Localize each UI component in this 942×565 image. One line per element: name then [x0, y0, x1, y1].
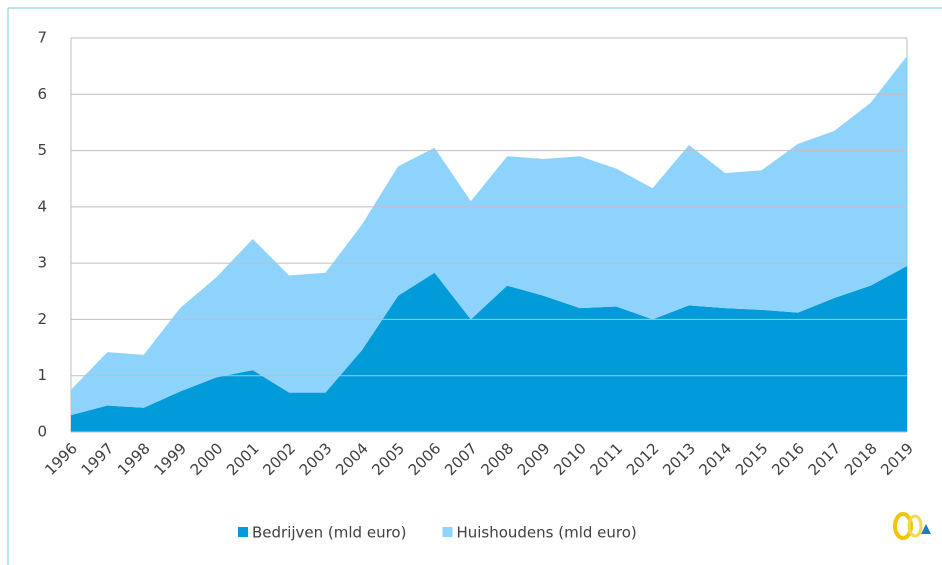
- x-tick-label: 2001: [223, 439, 263, 479]
- x-tick-label: 2007: [441, 439, 481, 479]
- x-tick-label: 2008: [477, 439, 517, 479]
- x-tick-label: 2006: [405, 439, 445, 479]
- x-tick-label: 2002: [259, 439, 299, 479]
- area: [71, 56, 907, 416]
- x-tick-label: 2010: [550, 439, 590, 479]
- x-tick-label: 2016: [768, 439, 808, 479]
- y-tick-label: 1: [37, 366, 47, 384]
- x-tick-label: 2000: [187, 439, 227, 479]
- x-tick-label: 2014: [696, 439, 736, 479]
- x-tick-label: 2013: [659, 439, 699, 479]
- y-tick-label: 0: [37, 423, 47, 441]
- x-tick-label: 1998: [114, 439, 154, 479]
- x-tick-label: 2018: [841, 439, 881, 479]
- x-tick-label: 1996: [41, 439, 81, 479]
- x-tick-label: 2019: [877, 439, 917, 479]
- y-tick-label: 6: [37, 85, 47, 103]
- legend-swatch: [238, 527, 248, 537]
- y-tick-label: 5: [37, 141, 47, 159]
- x-tick-label: 2004: [332, 439, 372, 479]
- y-tick-label: 2: [37, 310, 47, 328]
- grid: [71, 37, 907, 433]
- x-tick-label: 2015: [732, 439, 772, 479]
- x-tick-label: 2009: [514, 439, 554, 479]
- area: [71, 265, 907, 432]
- x-tick-label: 2011: [586, 439, 626, 479]
- x-tick-label: 1997: [78, 439, 118, 479]
- legend-label: Bedrijven (mld euro): [252, 524, 406, 542]
- logo: [893, 512, 931, 540]
- legend-label: Huishoudens (mld euro): [456, 524, 636, 542]
- legend-swatch: [442, 527, 453, 537]
- x-tick-label: 2003: [296, 439, 336, 479]
- y-tick-label: 3: [37, 254, 47, 272]
- y-tick-label: 7: [37, 29, 47, 47]
- x-tick-label: 2005: [368, 439, 408, 479]
- y-tick-label: 4: [37, 197, 47, 215]
- x-tick-label: 2012: [623, 439, 663, 479]
- x-tick-label: 1999: [150, 439, 190, 479]
- x-tick-label: 2017: [805, 439, 845, 479]
